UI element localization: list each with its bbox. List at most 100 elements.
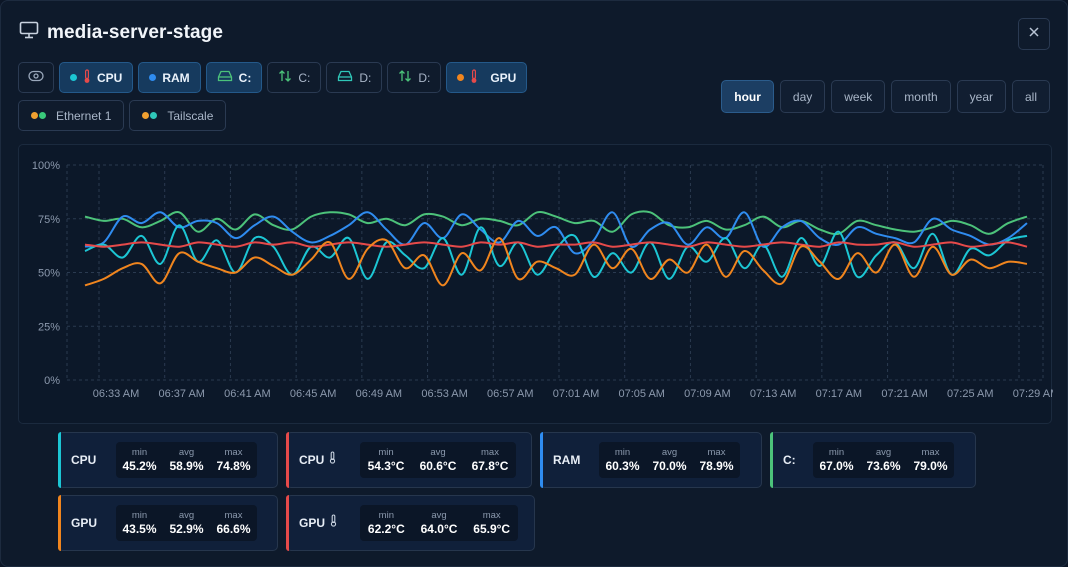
stat-avg: 64.0°C	[420, 522, 458, 536]
sensor-chip-ram[interactable]: RAM	[138, 62, 201, 93]
series-dot	[149, 74, 157, 81]
stat-min: 60.3%	[605, 459, 640, 473]
stat-max: 74.8%	[216, 459, 251, 473]
x-tick-label: 07:01 AM	[553, 388, 599, 400]
window-title: media-server-stage	[47, 21, 224, 43]
sensor-chip-label: Ethernet 1	[56, 108, 112, 123]
stat-card-ram: RAM min 60.3% avg 70.0% max 78.9%	[540, 432, 762, 488]
stat-min: 62.2°C	[367, 522, 405, 536]
series-dot	[142, 112, 150, 119]
thermometer-icon	[329, 451, 336, 469]
sensor-chip-label: RAM	[162, 70, 190, 85]
toggle-visibility-chip[interactable]	[18, 62, 54, 93]
sensor-chip-d-io[interactable]: D:	[387, 62, 442, 93]
drive-icon	[337, 70, 353, 85]
x-tick-label: 06:49 AM	[356, 388, 402, 400]
series-dot	[70, 74, 77, 81]
sensor-chip-label: Tailscale	[167, 108, 214, 123]
x-tick-label: 06:57 AM	[487, 388, 533, 400]
stat-max-label: max	[707, 447, 726, 458]
thermometer-icon	[83, 68, 91, 87]
stat-max: 78.9%	[699, 459, 734, 473]
y-tick-label: 75%	[38, 214, 60, 226]
stat-card-gpu: GPU min 43.5% avg 52.9% max 66.6%	[58, 495, 278, 551]
series-dot	[39, 112, 46, 119]
range-day-button[interactable]: day	[779, 80, 826, 113]
range-all-button[interactable]: all	[1011, 80, 1050, 113]
stat-min-label: min	[828, 447, 845, 458]
y-tick-label: 100%	[32, 160, 60, 172]
sensor-chip-tailscale[interactable]: Tailscale	[129, 100, 227, 131]
stat-label: C:	[783, 453, 796, 467]
sensor-chip-label: D:	[418, 70, 431, 85]
sensor-chip-label: CPU	[97, 70, 123, 85]
sensor-chip-c-drive[interactable]: C:	[205, 62, 263, 93]
series-dot	[150, 112, 158, 119]
sensor-chip-ethernet[interactable]: Ethernet 1	[18, 100, 125, 131]
stat-avg: 60.6°C	[419, 459, 457, 473]
stat-card-gpu-temp: GPU min 62.2°C avg 64.0°C max 65.9°C	[286, 495, 535, 551]
stat-min-label: min	[378, 510, 394, 521]
usage-chart: 0% 25% 50% 75% 100% 06:33 AM 06:37 AM 06:41 AM 0…	[18, 144, 1059, 424]
close-button[interactable]	[1018, 18, 1050, 50]
stat-avg-label: avg	[430, 447, 446, 458]
x-tick-label: 07:25 AM	[947, 388, 993, 400]
series-dot	[31, 112, 38, 119]
stat-min: 45.2%	[122, 459, 157, 473]
stat-max-label: max	[481, 447, 499, 458]
stat-min: 54.3°C	[367, 459, 405, 473]
range-hour-button[interactable]: hour	[721, 80, 774, 113]
usage-chart-svg: 0% 25% 50% 75% 100% 06:33 AM 06:37 AM 06:41 AM 0…	[32, 160, 1059, 400]
eye-icon	[28, 70, 44, 85]
stat-min: 67.0%	[819, 459, 854, 473]
stat-avg: 73.6%	[866, 459, 901, 473]
stat-avg-label: avg	[431, 510, 447, 521]
time-range-selector: hour day week month year all	[721, 80, 1050, 113]
series-line-gpu	[84, 237, 1028, 287]
series-line-c	[84, 210, 1028, 236]
close-icon	[1028, 25, 1040, 43]
series-line-ram	[84, 211, 1028, 255]
stat-avg-label: avg	[178, 510, 195, 521]
stat-card-c-drive: C: min 67.0% avg 73.6% max 79.0%	[770, 432, 976, 488]
stat-min-label: min	[131, 510, 148, 521]
x-tick-label: 06:53 AM	[421, 388, 467, 400]
stat-label: CPU	[299, 453, 325, 467]
stat-min-label: min	[378, 447, 394, 458]
stat-avg: 70.0%	[652, 459, 687, 473]
range-year-button[interactable]: year	[956, 80, 1006, 113]
sensor-chip-gpu[interactable]: GPU	[446, 62, 528, 93]
stat-label: RAM	[553, 453, 581, 467]
range-month-button[interactable]: month	[891, 80, 951, 113]
stat-label: GPU	[299, 516, 326, 530]
thermometer-icon	[470, 68, 478, 87]
sensor-chip-c-io[interactable]: C:	[267, 62, 322, 93]
sensor-chip-cpu-temp[interactable]: CPU	[59, 62, 134, 93]
sensor-chip-d-drive[interactable]: D:	[326, 62, 383, 93]
stat-max-label: max	[224, 447, 243, 458]
updown-arrows-icon	[398, 69, 412, 86]
range-week-button[interactable]: week	[831, 80, 886, 113]
stat-min-label: min	[614, 447, 631, 458]
stat-label: CPU	[71, 453, 97, 467]
x-tick-label: 07:05 AM	[618, 388, 664, 400]
x-tick-label: 06:45 AM	[290, 388, 336, 400]
stat-max: 66.6%	[216, 522, 251, 536]
x-tick-label: 07:29 AM	[1013, 388, 1053, 400]
stat-card-cpu: CPU min 45.2% avg 58.9% max 74.8%	[58, 432, 278, 488]
sensor-chip-label: GPU	[490, 70, 517, 85]
thermometer-icon	[330, 514, 337, 532]
y-tick-label: 25%	[38, 321, 60, 333]
stat-avg-label: avg	[661, 447, 678, 458]
stat-max: 67.8°C	[471, 459, 509, 473]
y-tick-label: 0%	[44, 375, 60, 387]
stat-max: 65.9°C	[473, 522, 511, 536]
series-line-cpu	[84, 224, 1028, 280]
stat-max-label: max	[224, 510, 243, 521]
drive-icon	[217, 70, 233, 85]
x-tick-label: 06:37 AM	[158, 388, 204, 400]
x-tick-label: 06:41 AM	[224, 388, 270, 400]
stat-max: 79.0%	[913, 459, 948, 473]
series-line-cpu-temp	[84, 241, 1028, 248]
